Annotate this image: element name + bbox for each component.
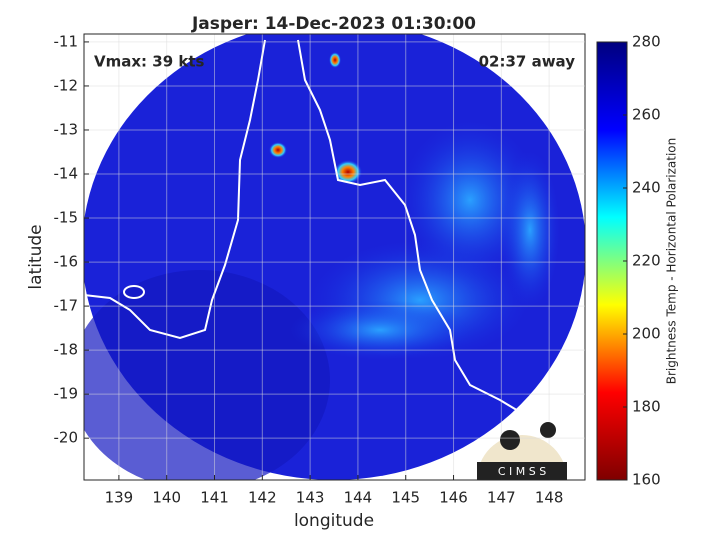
y-tick-label: -17 — [54, 297, 79, 315]
colorbar-tick-label: 200 — [632, 325, 661, 343]
x-tick-label: 146 — [439, 489, 468, 507]
logo-text: C I M S S — [498, 465, 546, 478]
y-axis-label: latitude — [26, 224, 46, 289]
x-tick-label: 144 — [344, 489, 373, 507]
ocean — [84, 270, 330, 480]
chart-title: Jasper: 14-Dec-2023 01:30:00 — [191, 14, 476, 34]
band — [290, 300, 470, 360]
y-tick-label: -12 — [54, 76, 79, 94]
colorbar-tick-label: 280 — [632, 33, 661, 51]
plot-frame — [83, 33, 586, 481]
convection — [334, 160, 362, 184]
colorbar-tick-label: 260 — [632, 106, 661, 124]
annotation: 02:37 away — [479, 53, 576, 71]
annotation: Vmax: 39 kts — [94, 53, 204, 71]
y-tick-label: -16 — [54, 253, 79, 271]
satellite-image — [84, 34, 585, 480]
coastline — [297, 39, 526, 416]
colorbar-tick-label: 240 — [632, 179, 661, 197]
y-tick-label: -14 — [54, 165, 79, 183]
y-tick-label: -19 — [54, 385, 79, 403]
colorbar-tick-label: 180 — [632, 398, 661, 416]
x-tick-label: 143 — [296, 489, 325, 507]
x-tick-label: 139 — [105, 489, 134, 507]
x-tick-label: 142 — [248, 489, 277, 507]
x-tick-label: 141 — [200, 489, 229, 507]
x-tick-label: 145 — [391, 489, 420, 507]
y-tick-label: -20 — [54, 429, 79, 447]
y-tick-label: -13 — [54, 120, 79, 138]
y-tick-label: -18 — [54, 341, 79, 359]
convection — [329, 52, 341, 68]
colorbar-tick-label: 160 — [632, 471, 661, 489]
colorbar — [596, 41, 628, 481]
x-tick-label: 140 — [152, 489, 181, 507]
logo: C I M S S — [477, 422, 567, 480]
band — [500, 150, 560, 310]
x-axis-label: longitude — [294, 511, 374, 531]
x-tick-label: 147 — [487, 489, 516, 507]
y-tick-label: -15 — [54, 209, 79, 227]
colorbar-tick-label: 220 — [632, 252, 661, 270]
y-tick-label: -11 — [54, 32, 79, 50]
x-tick-label: 148 — [535, 489, 564, 507]
coastline — [123, 285, 145, 299]
convection — [269, 142, 287, 158]
coastline — [84, 39, 266, 340]
colorbar-label: Brightness Temp - Horizontal Polarizatio… — [665, 138, 679, 385]
